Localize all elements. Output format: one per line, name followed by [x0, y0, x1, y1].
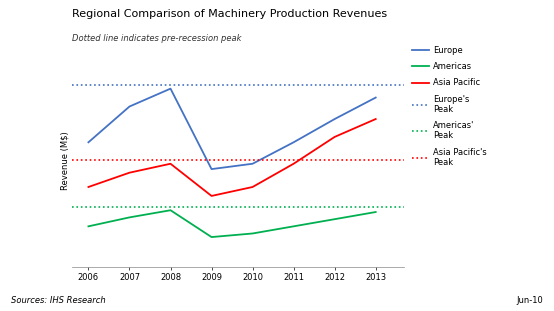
- Legend: Europe, Americas, Asia Pacific, Europe's
Peak, Americas'
Peak, Asia Pacific's
Pe: Europe, Americas, Asia Pacific, Europe's…: [412, 46, 486, 167]
- Y-axis label: Revenue (M$): Revenue (M$): [60, 131, 69, 189]
- Text: Jun-10: Jun-10: [516, 296, 543, 305]
- Text: Dotted line indicates pre-recession peak: Dotted line indicates pre-recession peak: [72, 34, 242, 43]
- Text: Regional Comparison of Machinery Production Revenues: Regional Comparison of Machinery Product…: [72, 9, 387, 19]
- Text: Sources: IHS Research: Sources: IHS Research: [11, 296, 106, 305]
